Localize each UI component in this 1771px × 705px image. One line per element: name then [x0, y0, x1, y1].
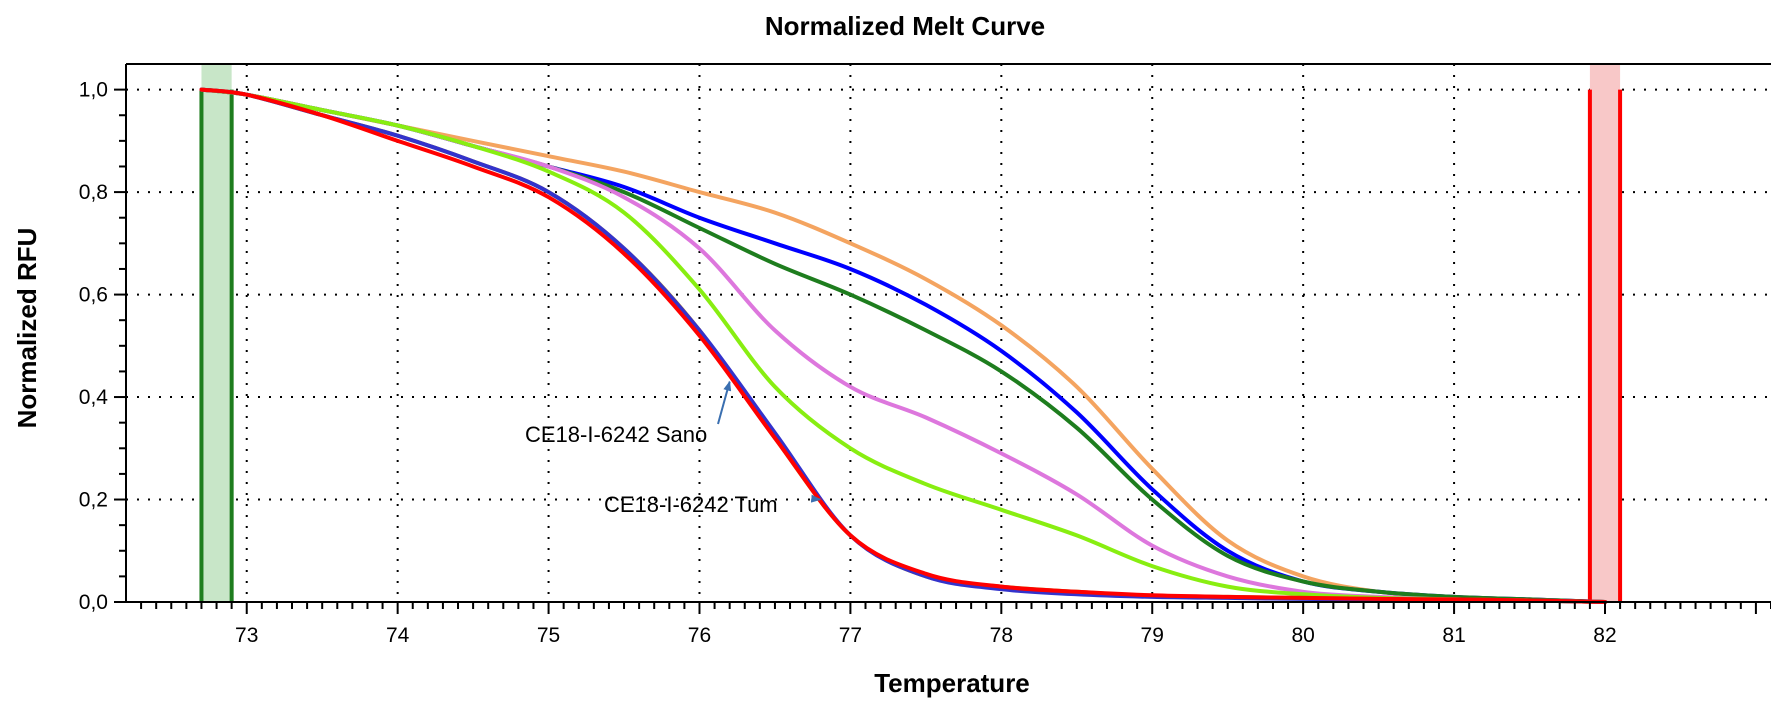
y-tick-label-5: 1,0 [79, 79, 108, 102]
annotation-label-0: CE18-I-6242 Sano [525, 422, 707, 447]
y-tick-label-4: 0,8 [79, 181, 108, 204]
annotations: CE18-I-6242 Sano CE18-I-6242 Tum [525, 380, 822, 517]
melt-regions [199, 64, 1623, 602]
x-tick-label-7: 80 [1291, 624, 1314, 647]
annotation-label-1: CE18-I-6242 Tum [604, 492, 778, 517]
x-tick-label-6: 79 [1141, 624, 1164, 647]
region-fill-1 [1589, 64, 1621, 602]
y-axis-title: Normalized RFU [12, 228, 42, 429]
plot-area [126, 64, 1771, 602]
x-tick-label-2: 75 [537, 624, 560, 647]
tick-labels: 73 74 75 76 77 78 79 80 81 82 0,0 0,2 0,4 0,6 0,8 1,0 [79, 79, 1617, 647]
x-tick-label-3: 76 [688, 624, 711, 647]
x-tick-label-5: 78 [990, 624, 1013, 647]
y-tick-label-3: 0,6 [79, 284, 108, 307]
x-tick-label-4: 77 [839, 624, 862, 647]
x-axis-title: Temperature [874, 668, 1030, 698]
chart-title: Normalized Melt Curve [765, 11, 1045, 41]
x-tick-label-8: 81 [1442, 624, 1465, 647]
axes [114, 63, 1771, 614]
x-tick-label-0: 73 [235, 624, 258, 647]
annotation-arrow-1 [810, 494, 822, 503]
series-lines [199, 87, 1607, 604]
series-line-7 [199, 87, 1607, 604]
annotation-arrow-0 [717, 380, 732, 425]
x-tick-label-9: 82 [1593, 624, 1616, 647]
y-tick-label-2: 0,4 [79, 386, 109, 409]
x-tick-label-1: 74 [386, 624, 410, 647]
plot-background [126, 64, 1771, 602]
region-fill-0 [201, 64, 232, 602]
y-tick-label-0: 0,0 [79, 591, 108, 614]
y-tick-label-1: 0,2 [79, 489, 108, 512]
